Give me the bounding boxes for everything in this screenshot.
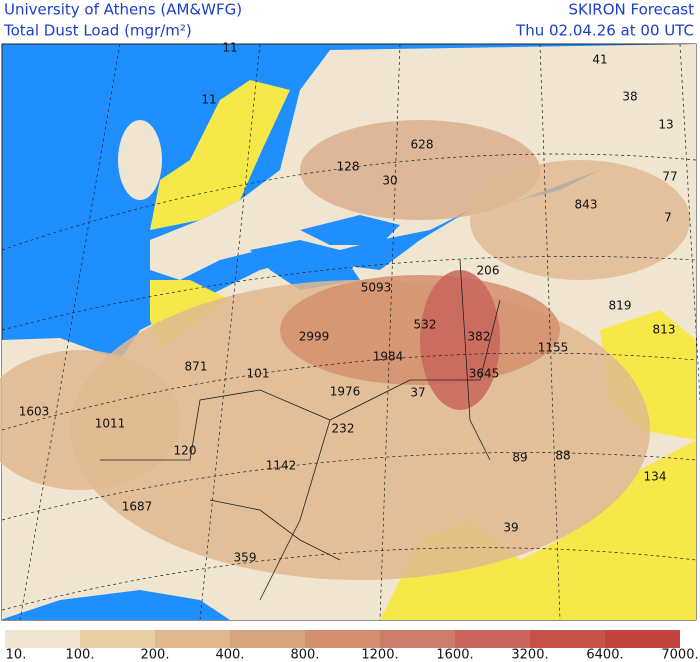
map-label: 232: [332, 422, 355, 436]
map-label: 1142: [266, 459, 297, 473]
colorbar-label: 7000.: [661, 648, 698, 662]
colorbar-swatch: [605, 630, 680, 648]
header-product: SKIRON Forecast: [569, 1, 695, 19]
map-label: 88: [555, 449, 570, 463]
map-label: 120: [174, 444, 197, 458]
map-label: 2999: [299, 330, 330, 344]
colorbar: 10. 100. 200. 400. 800. 1200. 1600. 3200. 6400. 7…: [5, 630, 699, 662]
colorbar-swatch: [530, 630, 605, 648]
map-label: 11: [222, 41, 237, 55]
map-label: 532: [414, 318, 437, 332]
map-labels: 41 38 13 628 128 30 843 77 7 11 11 206 5…: [19, 41, 678, 565]
map-label: 7: [664, 211, 672, 225]
map-label: 101: [247, 367, 270, 381]
dust-free-south: [380, 440, 696, 620]
colorbar-label: 3200.: [511, 648, 548, 662]
header-subtitle: Total Dust Load (mgr/m²): [3, 22, 192, 40]
map-label: 871: [185, 360, 208, 374]
map-label: 1976: [330, 385, 361, 399]
dust-free-west: [150, 80, 290, 230]
map-label: 37: [410, 386, 425, 400]
colorbar-swatch: [5, 630, 80, 648]
map-label: 89: [512, 451, 527, 465]
dust-atlantic: [0, 350, 180, 490]
colorbar-swatch: [380, 630, 455, 648]
map-label: 38: [622, 90, 637, 104]
map-label: 30: [382, 174, 397, 188]
colorbar-swatch: [155, 630, 230, 648]
colorbar-label: 800.: [291, 648, 320, 662]
map-label: 1155: [538, 341, 569, 355]
dust-east: [470, 160, 690, 280]
map-label: 1687: [122, 500, 153, 514]
land-britain: [118, 120, 162, 200]
map-label: 13: [658, 118, 673, 132]
colorbar-label: 1200.: [361, 648, 398, 662]
map-label: 11: [201, 93, 216, 107]
map-label: 819: [609, 299, 632, 313]
map-label: 1603: [19, 405, 50, 419]
colorbar-label: 10.: [6, 648, 27, 662]
map: [0, 43, 700, 621]
map-label: 1011: [95, 417, 126, 431]
sea-med: [250, 240, 360, 290]
sea-ionian: [300, 215, 400, 245]
colorbar-label: 400.: [216, 648, 245, 662]
dust-balkans: [300, 120, 540, 220]
colorbar-swatch: [455, 630, 530, 648]
header-date: Thu 02.04.26 at 00 UTC: [515, 22, 694, 40]
map-label: 3645: [469, 367, 500, 381]
map-label: 382: [468, 330, 491, 344]
map-label: 206: [477, 264, 500, 278]
map-label: 134: [644, 470, 667, 484]
header-title: University of Athens (AM&WFG): [4, 1, 242, 19]
colorbar-swatch: [305, 630, 380, 648]
colorbar-label: 6400.: [586, 648, 623, 662]
colorbar-label: 100.: [66, 648, 95, 662]
colorbar-label: 200.: [141, 648, 170, 662]
map-label: 1984: [373, 350, 404, 364]
colorbar-swatch: [230, 630, 305, 648]
map-label: 41: [592, 53, 607, 67]
map-label: 359: [234, 551, 257, 565]
map-label: 128: [337, 160, 360, 174]
map-label: 39: [503, 521, 518, 535]
colorbar-swatch: [80, 630, 155, 648]
dust-max: [420, 270, 500, 410]
map-label: 5093: [361, 281, 392, 295]
map-label: 813: [653, 323, 676, 337]
sea-gulf: [0, 590, 230, 620]
colorbar-label: 1600.: [436, 648, 473, 662]
map-label: 843: [575, 198, 598, 212]
map-label: 77: [662, 170, 677, 184]
map-label: 628: [411, 138, 434, 152]
